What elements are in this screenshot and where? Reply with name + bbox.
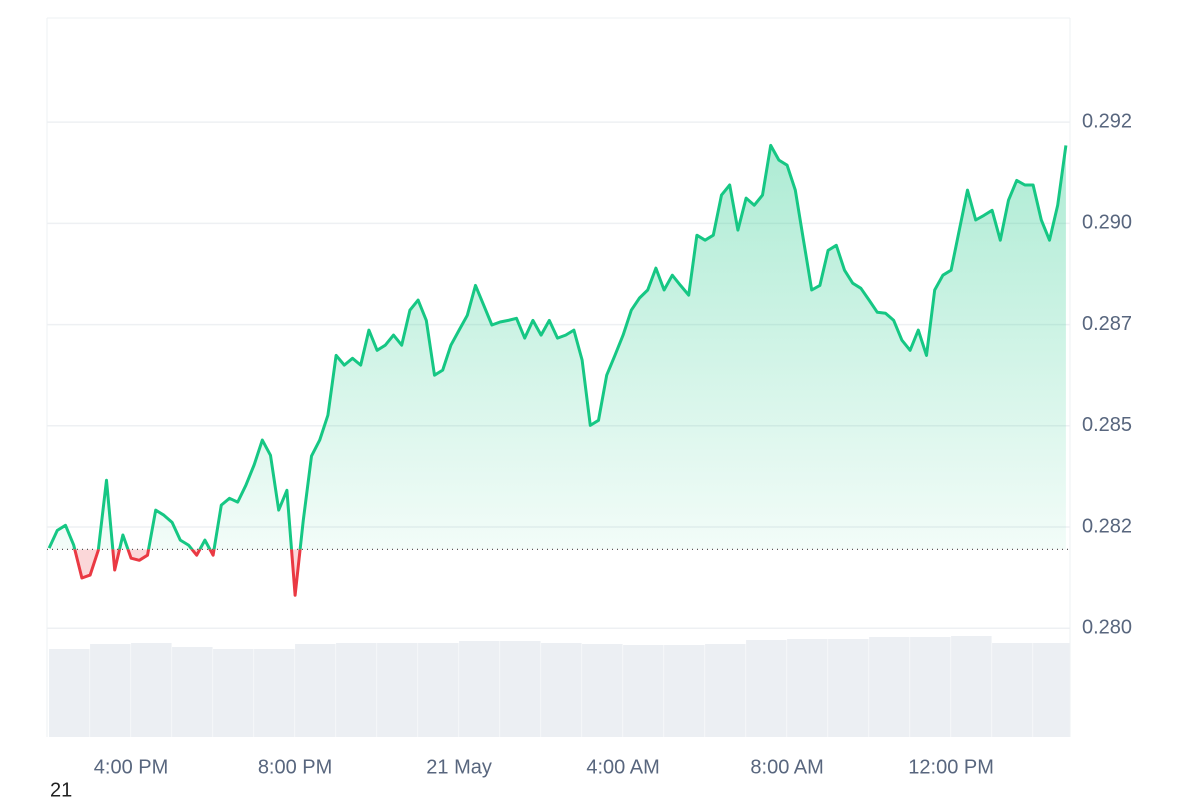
volume-bar [459,641,500,737]
y-tick-label: 0.290 [1082,212,1132,234]
volume-bar [746,640,787,737]
volume-bar [992,643,1033,737]
y-tick-label: 0.292 [1082,110,1132,132]
x-tick-label: 21 May [426,756,492,778]
volume-bar [623,645,664,737]
volume-bar [705,644,746,737]
volume-bar [500,641,541,737]
volume-bar [336,643,377,737]
volume-bar [541,643,582,737]
volume-bar [869,637,910,737]
x-tick-label: 4:00 PM [94,756,168,778]
volume-bar [582,644,623,737]
x-tick-label: 8:00 AM [750,756,823,778]
volume-bar [254,649,295,737]
x-tick-label: 8:00 PM [258,756,332,778]
volume-bar [131,643,172,737]
y-tick-label: 0.285 [1082,414,1132,436]
area-up [49,145,1066,550]
y-tick-label: 0.287 [1082,313,1132,335]
x-tick-label: 4:00 AM [586,756,659,778]
volume-bar [664,645,705,737]
y-tick-label: 0.280 [1082,616,1132,638]
volume-bar [828,639,869,737]
y-tick-label: 0.282 [1082,515,1132,537]
volume-bar [910,637,951,737]
volume-bar [787,639,828,737]
volume-bar [90,644,131,737]
volume-bar [1033,643,1070,737]
volume-bar [951,636,992,737]
volume-bar [418,643,459,737]
volume-bar [49,649,90,737]
volume-bar [295,644,336,737]
volume-bar [172,647,213,737]
volume-bar [377,643,418,737]
volume-bar [213,649,254,737]
price-line-up [47,143,1068,550]
x-tick-label: 12:00 PM [908,756,994,778]
corner-label: 21 [50,779,72,800]
